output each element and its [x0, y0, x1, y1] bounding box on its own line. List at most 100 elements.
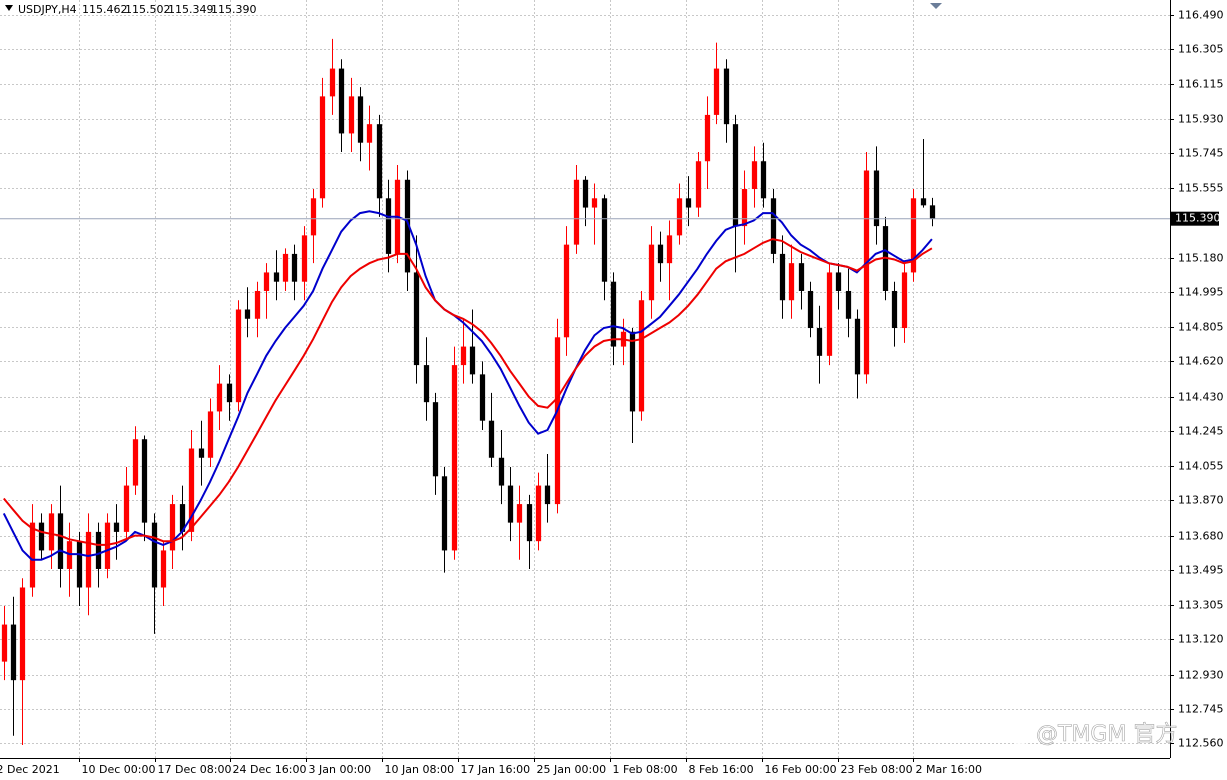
candle-body — [582, 179, 589, 208]
candle-body — [423, 365, 430, 403]
candle-body — [310, 198, 317, 236]
y-tick-label: 112.560 — [1178, 737, 1224, 750]
watermark-icon — [1010, 725, 1030, 745]
candle-body — [10, 624, 17, 681]
candle-body — [845, 290, 852, 319]
candle-body — [169, 504, 176, 551]
candle-body — [488, 420, 495, 458]
candle-body — [357, 96, 364, 143]
candle-body — [516, 504, 523, 523]
candle-body — [863, 170, 870, 375]
candle-body — [601, 198, 608, 282]
last-open: 115.462 — [82, 3, 128, 16]
candle-body — [901, 272, 908, 329]
last-high: 115.502 — [125, 3, 171, 16]
candle-body — [657, 244, 664, 264]
candle-body — [273, 272, 280, 282]
candle-body — [123, 485, 130, 532]
candle-body — [301, 235, 308, 282]
candle-body — [816, 328, 823, 356]
x-tick-label: 23 Feb 08:00 — [841, 763, 913, 776]
candle-body — [113, 522, 120, 532]
x-tick-label: 25 Jan 00:00 — [537, 763, 607, 776]
candle-body — [460, 346, 467, 366]
candle-body — [573, 179, 580, 245]
y-tick-label: 114.620 — [1178, 355, 1224, 368]
candle-body — [263, 272, 270, 291]
candle-body — [19, 587, 26, 681]
moving-average — [3, 238, 933, 546]
candle-body — [226, 383, 233, 403]
y-tick-label: 116.305 — [1178, 43, 1224, 56]
candle-body — [385, 198, 392, 254]
candle-body — [751, 161, 758, 190]
candle-body — [695, 161, 702, 208]
y-tick-label: 113.305 — [1178, 599, 1224, 612]
plot — [0, 38, 1170, 746]
watermark: @TMGM 官方 — [1010, 722, 1178, 747]
candle-body — [235, 309, 242, 403]
y-tick-label: 113.870 — [1178, 494, 1224, 507]
grid — [0, 0, 1170, 758]
candle-body — [685, 198, 692, 208]
candle-body — [244, 309, 251, 319]
candle-body — [188, 448, 195, 532]
y-tick-label: 112.930 — [1178, 669, 1224, 682]
candle-body — [741, 189, 748, 227]
candle-body — [713, 68, 720, 115]
candle-body — [479, 374, 486, 421]
x-tick-label: 2 Dec 2021 — [0, 763, 60, 776]
candle-body — [798, 263, 805, 291]
watermark-text: @TMGM 官方 — [1036, 722, 1177, 747]
y-tick-label: 115.745 — [1178, 147, 1224, 160]
candle-body — [432, 402, 439, 477]
y-tick-label: 115.930 — [1178, 113, 1224, 126]
x-tick-label: 2 Mar 16:00 — [916, 763, 982, 776]
y-tick-label: 113.680 — [1178, 530, 1224, 543]
y-tick-label: 113.495 — [1178, 564, 1224, 577]
shift-marker — [930, 3, 942, 9]
x-tick-label: 1 Feb 08:00 — [613, 763, 678, 776]
moving-average — [2, 210, 933, 561]
symbol-title: USDJPY,H4 — [18, 3, 77, 16]
candle-body — [826, 272, 833, 356]
candle-body — [179, 504, 186, 532]
candle-body — [535, 485, 542, 542]
candle-body — [57, 513, 64, 569]
x-tick-label: 17 Jan 16:00 — [461, 763, 531, 776]
current-price-box — [1171, 211, 1219, 226]
candle-body — [216, 383, 223, 412]
candle-body — [854, 318, 861, 375]
y-tick-label: 114.245 — [1178, 425, 1224, 438]
y-tick-label: 114.805 — [1178, 321, 1224, 334]
candle-body — [498, 457, 505, 486]
candle-body — [451, 365, 458, 551]
candle-body — [929, 205, 936, 219]
y-tick-label: 116.490 — [1178, 9, 1224, 22]
candle-body — [610, 281, 617, 347]
candle-body — [891, 290, 898, 329]
header-arrow — [5, 5, 13, 11]
candle-body — [338, 68, 345, 134]
y-tick-label: 113.120 — [1178, 633, 1224, 646]
last-close: 115.390 — [211, 3, 257, 16]
candle-body — [319, 96, 326, 199]
candle-body — [873, 170, 880, 227]
candle-body — [348, 96, 355, 134]
x-tick-label: 8 Feb 16:00 — [689, 763, 754, 776]
candle-body — [526, 504, 533, 542]
candle-body — [291, 253, 298, 282]
candle-body — [723, 68, 730, 125]
candle-body — [38, 522, 45, 551]
current-price-label: 115.390 — [1175, 212, 1221, 225]
candle-body — [151, 522, 158, 588]
x-tick-label: 17 Dec 08:00 — [158, 763, 232, 776]
candle-body — [376, 124, 383, 199]
candle-body — [95, 531, 102, 569]
candle-body — [254, 290, 261, 319]
candle-body — [638, 300, 645, 412]
candle-body — [76, 541, 83, 588]
candle-body — [732, 124, 739, 227]
